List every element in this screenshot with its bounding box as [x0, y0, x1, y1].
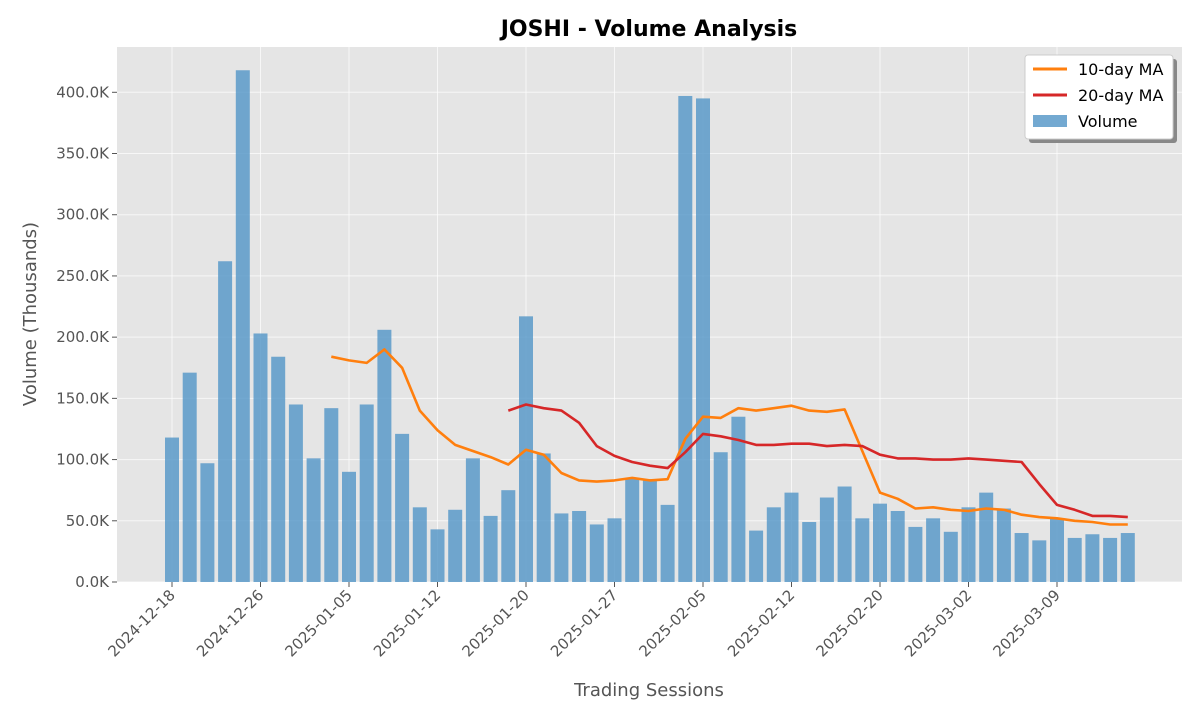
- volume-bar: [696, 98, 710, 582]
- volume-bar: [837, 486, 852, 582]
- volume-bar: [342, 471, 356, 582]
- volume-bar: [536, 453, 551, 582]
- volume-bar: [182, 372, 197, 582]
- volume-bar: [501, 490, 516, 582]
- y-tick-label: 0.0K: [75, 573, 110, 591]
- volume-bar: [430, 529, 445, 582]
- x-tick-label: 2025-01-12: [370, 586, 444, 660]
- chart-title: JOSHI - Volume Analysis: [499, 17, 798, 42]
- legend: 10-day MA 20-day MA Volume: [1024, 54, 1177, 143]
- volume-bar: [749, 530, 764, 582]
- volume-bar: [908, 526, 923, 582]
- volume-bar: [271, 356, 286, 582]
- volume-bar: [802, 522, 817, 582]
- y-tick-label: 300.0K: [56, 206, 110, 224]
- volume-bar: [819, 497, 834, 582]
- x-tick-label: 2024-12-18: [104, 586, 178, 660]
- volume-bar: [1032, 540, 1047, 582]
- volume-bar: [589, 524, 604, 582]
- 20-day-ma-line: [507, 403, 1128, 519]
- volume-bar: [855, 518, 870, 582]
- volume-bar: [483, 515, 498, 582]
- volume-bar: [465, 458, 480, 582]
- y-tick-label: 200.0K: [56, 328, 110, 346]
- legend-swatch: [1033, 115, 1067, 127]
- volume-bar: [607, 518, 622, 582]
- volume-bar: [165, 437, 179, 582]
- x-tick-label: 2025-01-05: [281, 586, 355, 660]
- x-tick-label: 2025-02-20: [812, 586, 886, 660]
- volume-bar: [572, 510, 587, 582]
- volume-bars: [165, 70, 1135, 583]
- legend-label: Volume: [1078, 112, 1138, 131]
- y-tick-label: 150.0K: [56, 389, 110, 407]
- moving-average-lines: [331, 348, 1128, 526]
- 10-day-ma-line: [331, 348, 1128, 526]
- volume-bar: [324, 408, 339, 582]
- x-axis-label: Trading Sessions: [573, 680, 724, 701]
- volume-bar: [1120, 533, 1135, 582]
- volume-bar: [218, 261, 233, 582]
- x-tick-label: 2024-12-26: [193, 586, 267, 660]
- y-axis: 0.0K 50.0K 100.0K 150.0K 200.0K 250.0K 300.0K 3…: [56, 83, 117, 591]
- volume-bar: [642, 479, 657, 582]
- volume-bar: [731, 416, 746, 582]
- x-tick-label: 2025-02-05: [635, 586, 709, 660]
- volume-bar: [200, 463, 215, 582]
- volume-bar: [1014, 533, 1029, 582]
- volume-bar: [235, 70, 250, 583]
- y-tick-label: 100.0K: [56, 451, 110, 469]
- volume-bar: [766, 507, 781, 582]
- volume-bar: [253, 333, 268, 582]
- volume-bar: [926, 518, 941, 582]
- volume-bar: [678, 95, 693, 583]
- x-tick-label: 2025-01-27: [547, 586, 621, 660]
- volume-bar: [395, 433, 410, 582]
- x-axis: 2024-12-18 2024-12-26 2025-01-05 2025-01-12…: [104, 582, 1064, 660]
- volume-bar: [1085, 534, 1100, 582]
- legend-label: 10-day MA: [1078, 60, 1163, 79]
- volume-bar: [412, 507, 427, 582]
- volume-bar: [996, 508, 1011, 582]
- volume-bar: [713, 452, 728, 582]
- y-tick-label: 250.0K: [56, 267, 110, 285]
- volume-bar: [943, 531, 958, 582]
- x-tick-label: 2025-02-12: [724, 586, 798, 660]
- volume-bar: [890, 510, 905, 582]
- x-tick-label: 2025-03-09: [989, 586, 1063, 660]
- volume-bar: [660, 504, 675, 582]
- volume-bar: [288, 404, 303, 582]
- y-axis-label: Volume (Thousands): [20, 222, 41, 406]
- volume-bar: [625, 477, 640, 582]
- legend-label: 20-day MA: [1078, 86, 1163, 105]
- volume-bar: [359, 404, 374, 582]
- volume-bar: [377, 329, 392, 582]
- y-tick-label: 400.0K: [56, 83, 110, 101]
- volume-bar: [306, 458, 321, 582]
- volume-bar: [1103, 537, 1118, 582]
- volume-bar: [554, 513, 569, 582]
- x-tick-label: 2025-01-20: [458, 586, 532, 660]
- y-tick-label: 50.0K: [66, 512, 110, 530]
- y-tick-label: 350.0K: [56, 145, 110, 163]
- x-tick-label: 2025-03-02: [901, 586, 975, 660]
- volume-bar: [873, 503, 887, 582]
- volume-bar: [961, 507, 976, 582]
- volume-bar: [1050, 518, 1064, 582]
- volume-bar: [1067, 537, 1082, 582]
- volume-bar: [784, 492, 799, 582]
- volume-bar: [448, 509, 463, 582]
- volume-bar: [979, 492, 994, 582]
